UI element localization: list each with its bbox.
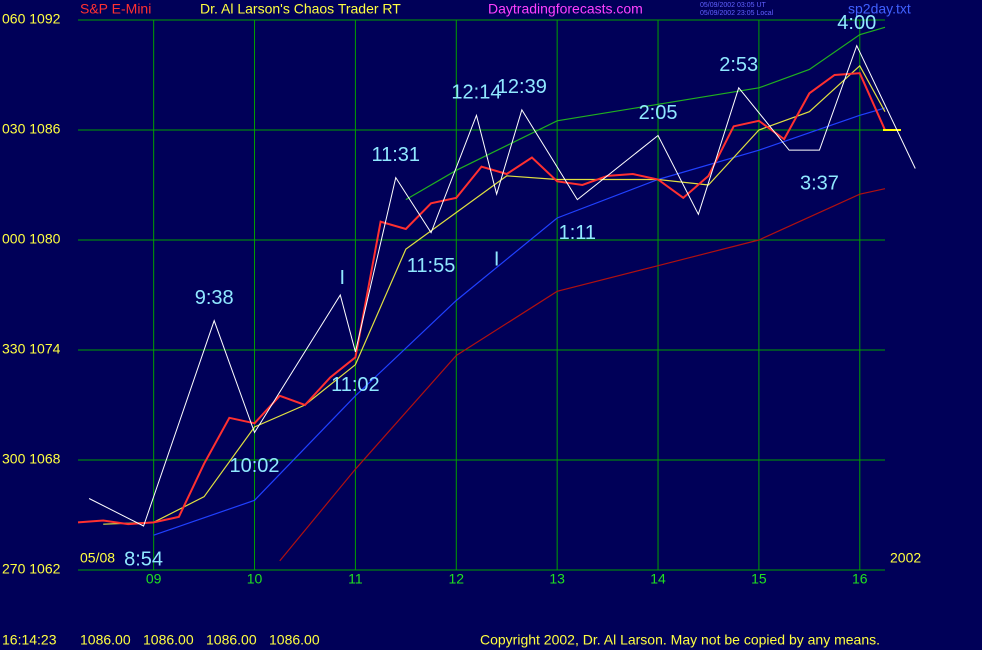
x-tick-label: 11 bbox=[348, 571, 363, 587]
x-tick-label: 15 bbox=[751, 571, 767, 587]
marker-label: I bbox=[340, 267, 346, 289]
copyright: Copyright 2002, Dr. Al Larson. May not b… bbox=[480, 632, 880, 648]
x-tick-label: 13 bbox=[549, 571, 565, 587]
swing-line bbox=[88, 44, 916, 527]
status-price: 1086.00 bbox=[269, 632, 320, 648]
swing-label: 12:39 bbox=[497, 76, 547, 98]
timestamp: 05/09/2002 23:05 Local bbox=[700, 10, 774, 17]
file-name: sp2day.txt bbox=[848, 1, 911, 17]
x-tick-label: 10 bbox=[247, 571, 263, 587]
timestamp: 05/09/2002 03:05 UT bbox=[700, 2, 766, 9]
status-price: 1086.00 bbox=[143, 632, 194, 648]
x-tick-label: 16 bbox=[852, 571, 868, 587]
status-price: 1086.00 bbox=[80, 632, 131, 648]
swing-label: 1:11 bbox=[559, 222, 596, 244]
y-tick-label: 330 1074 bbox=[2, 341, 61, 357]
date-label: 05/08 bbox=[80, 550, 115, 566]
symbol: S&P E-Mini bbox=[80, 1, 151, 17]
x-tick-label: 09 bbox=[146, 571, 162, 587]
swing-label: 2:53 bbox=[719, 54, 758, 76]
swing-label: 9:38 bbox=[195, 287, 234, 309]
swing-label: 4:00 bbox=[837, 12, 876, 34]
average-line bbox=[279, 188, 886, 562]
swing-label: 2:05 bbox=[639, 102, 678, 124]
x-tick-label: 12 bbox=[448, 571, 464, 587]
average-line bbox=[153, 107, 886, 536]
average-line bbox=[405, 26, 886, 201]
status-time: 16:14:23 bbox=[2, 632, 57, 648]
y-tick-label: 060 1092 bbox=[2, 11, 61, 27]
swing-label: 11:55 bbox=[407, 255, 456, 277]
x-tick-label: 14 bbox=[650, 571, 666, 587]
swing-label: 11:02 bbox=[331, 374, 380, 396]
price-line bbox=[77, 72, 886, 526]
y-tick-label: 030 1086 bbox=[2, 121, 61, 137]
y-tick-label: 270 1062 bbox=[2, 561, 61, 577]
website: Daytradingforecasts.com bbox=[488, 1, 643, 17]
y-tick-label: 000 1080 bbox=[2, 231, 61, 247]
average-line bbox=[103, 64, 886, 525]
status-price: 1086.00 bbox=[206, 632, 257, 648]
marker-label: I bbox=[494, 248, 500, 270]
year-label: 2002 bbox=[890, 550, 921, 566]
swing-label: 10:02 bbox=[230, 455, 280, 477]
swing-label: 11:31 bbox=[371, 144, 420, 166]
swing-label: 12:14 bbox=[451, 82, 501, 104]
chart-title: Dr. Al Larson's Chaos Trader RT bbox=[200, 1, 401, 17]
swing-label: 8:54 bbox=[124, 548, 163, 570]
y-tick-label: 300 1068 bbox=[2, 451, 61, 467]
swing-label: 3:37 bbox=[800, 172, 839, 194]
